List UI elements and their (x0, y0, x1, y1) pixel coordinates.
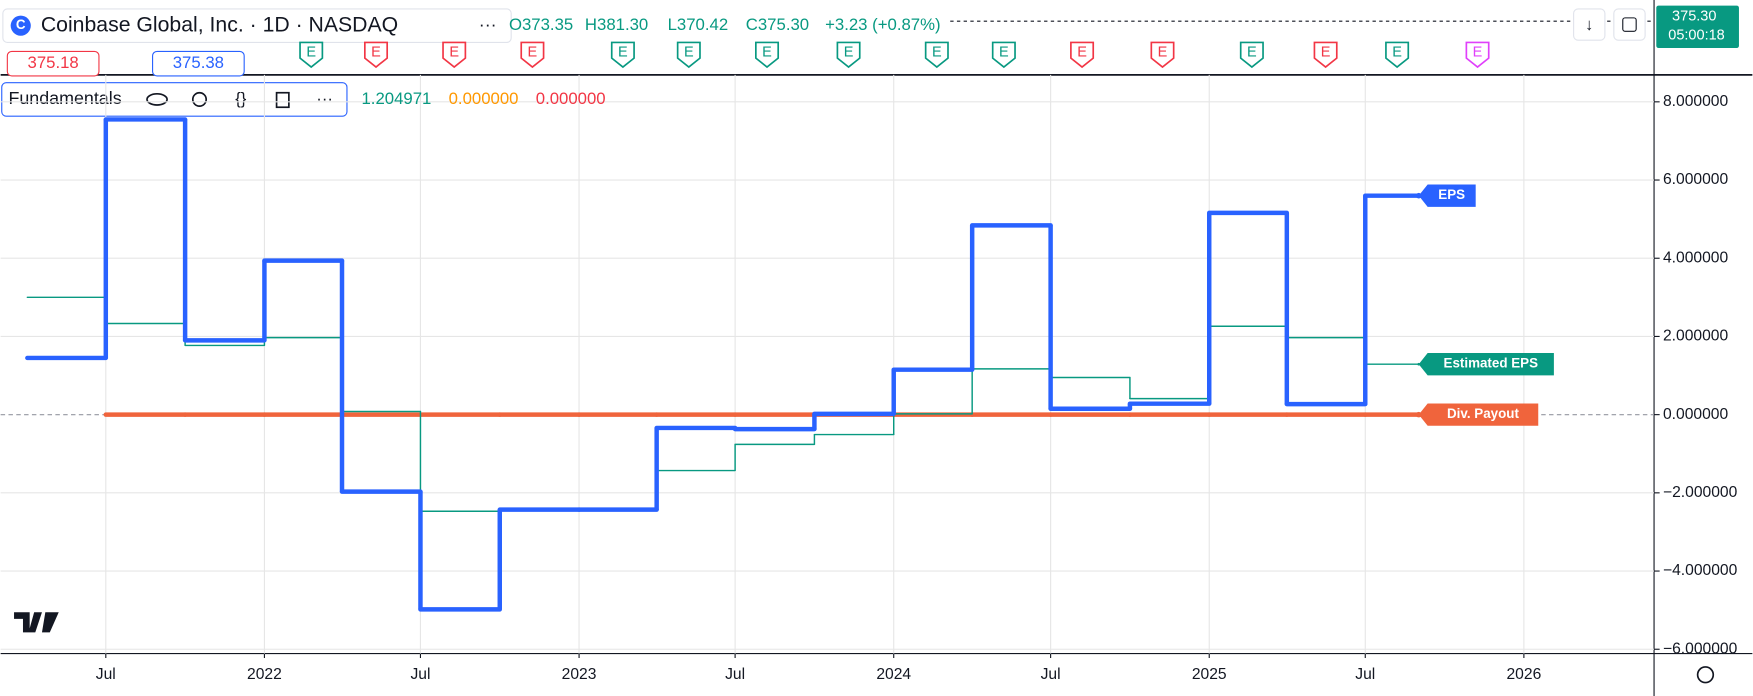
earnings-label: E (1247, 44, 1257, 60)
tv-logo-shape (14, 612, 59, 633)
series (103, 411, 1422, 418)
earnings-label: E (1473, 44, 1483, 60)
earnings-label: E (1158, 44, 1168, 60)
source-icon[interactable]: {} (235, 89, 247, 108)
earnings-flag (610, 41, 635, 69)
earnings-label: E (449, 44, 459, 60)
y-tick-label: −6.000000 (1663, 640, 1738, 657)
indicator-more[interactable]: ··· (316, 89, 333, 108)
ohlc-change: +3.23 (+0.87%) (825, 15, 940, 34)
ohlc-open: O373.35 (509, 15, 573, 34)
layout-button[interactable] (1613, 8, 1646, 41)
more-button[interactable]: ··· (479, 14, 497, 34)
indicator-name: Fundamentals (8, 88, 121, 108)
earnings-label: E (1321, 44, 1331, 60)
y-tick-label: 2.000000 (1663, 328, 1728, 345)
earnings-flag (1150, 41, 1175, 69)
x-tick-label: Jul (1355, 666, 1375, 683)
ask-price: 375.38 (173, 53, 224, 72)
earnings-flag (1313, 41, 1338, 69)
x-tick-label: 2024 (876, 666, 911, 683)
indicator-value: 1.204971 (361, 89, 431, 108)
symbol-title: Coinbase Global, Inc. · 1D · NASDAQ (41, 13, 398, 36)
layout-icon (1622, 17, 1637, 32)
earnings-label: E (528, 44, 538, 60)
series-tag (1418, 403, 1539, 426)
y-tick-label: −4.000000 (1663, 562, 1738, 579)
legend-entry: Div. Payout (1447, 406, 1519, 421)
earnings-flag (299, 41, 324, 69)
series (25, 117, 1422, 612)
symbol-box[interactable] (2, 8, 512, 44)
ohlc-low: L370.42 (668, 15, 729, 34)
scroll-button[interactable] (1573, 8, 1606, 41)
ask-box[interactable] (152, 50, 245, 77)
last-price: 375.30 (1672, 9, 1716, 25)
legend-entry: Estimated EPS (1444, 356, 1539, 371)
indicator-box[interactable] (1, 82, 348, 117)
x-tick-label: Jul (725, 666, 745, 683)
x-tick-label: 2025 (1192, 666, 1227, 683)
earnings-flag (520, 41, 545, 69)
tv-logo (14, 612, 59, 633)
series-tag (1418, 184, 1476, 207)
earnings-label: E (618, 44, 628, 60)
earnings-label: E (306, 44, 316, 60)
earnings-flag (1385, 41, 1410, 69)
earnings-flag (1070, 41, 1095, 69)
y-tick-label: −2.000000 (1663, 484, 1738, 501)
y-tick-label: 4.000000 (1663, 249, 1728, 266)
legend-entry: EPS (1438, 187, 1465, 202)
earnings-flag (363, 41, 389, 69)
y-tick-label: 6.000000 (1663, 171, 1728, 188)
earnings-flag (676, 41, 701, 69)
symbol-logo (10, 15, 31, 36)
ohlc-close: C375.30 (746, 15, 809, 34)
x-tick-label: 2026 (1507, 666, 1542, 683)
x-tick-label: 2023 (562, 666, 597, 683)
visibility-icon[interactable] (146, 93, 168, 106)
earnings-label: E (371, 44, 381, 60)
settings-icon[interactable] (191, 91, 208, 107)
settings-gear[interactable] (1696, 666, 1715, 684)
indicator-value: 0.000000 (536, 89, 606, 108)
earnings-label: E (684, 44, 694, 60)
earnings-label: E (844, 44, 854, 60)
earnings-label: E (1392, 44, 1402, 60)
earnings-label: E (932, 44, 942, 60)
indicator-value: 0.000000 (449, 89, 519, 108)
ohlc-high: H381.30 (585, 15, 648, 34)
logo-letter: C (16, 17, 26, 32)
last-price-tag (1656, 5, 1739, 49)
earnings-flag (1465, 41, 1490, 69)
x-tick-label: Jul (96, 666, 116, 683)
earnings-flag (924, 41, 949, 69)
earnings-label: E (999, 44, 1009, 60)
earnings-flag (1239, 41, 1264, 69)
bid-box[interactable] (6, 50, 100, 77)
x-tick-label: Jul (1041, 666, 1061, 683)
x-tick-label: 2022 (247, 666, 282, 683)
y-tick-label: 0.000000 (1663, 406, 1728, 423)
y-tick-label: 8.000000 (1663, 93, 1728, 110)
earnings-flag (991, 41, 1016, 69)
bid-price: 375.18 (28, 53, 79, 72)
earnings-flag (836, 41, 861, 69)
scroll-icon: ↓ (1585, 15, 1593, 34)
delete-icon[interactable] (275, 91, 290, 109)
x-tick-label: Jul (410, 666, 430, 683)
earnings-label: E (1077, 44, 1087, 60)
countdown: 05:00:18 (1668, 28, 1725, 44)
earnings-flag (442, 41, 467, 69)
earnings-label: E (762, 44, 772, 60)
earnings-flag (755, 41, 780, 69)
series-tag (1418, 353, 1554, 376)
